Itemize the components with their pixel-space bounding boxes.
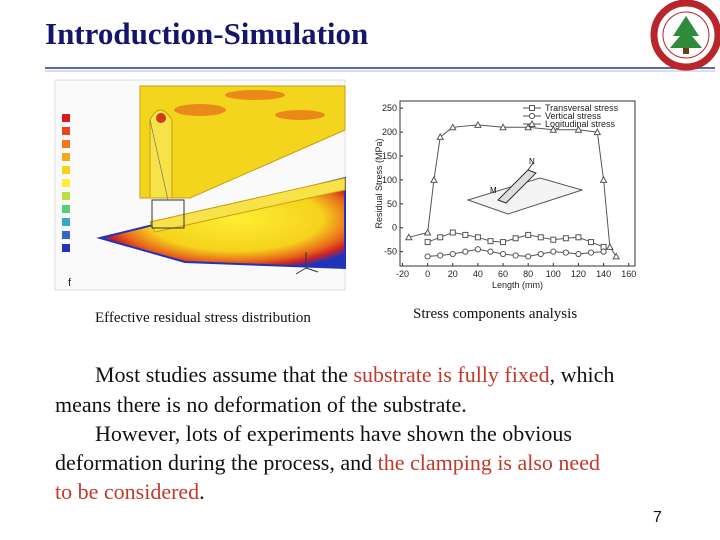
legend-label: Vertical stress	[545, 111, 602, 121]
marker	[562, 235, 569, 242]
x-tick-label: -20	[396, 269, 409, 279]
marker	[550, 248, 557, 255]
legend-marker	[528, 119, 536, 127]
marker	[448, 123, 457, 131]
marker	[549, 125, 558, 133]
text-run: the clamping is also need	[378, 450, 600, 475]
figure-caption: Stress components analysis	[413, 306, 577, 322]
marker	[449, 250, 456, 258]
y-tick-label: 150	[382, 151, 397, 161]
y-tick-label: 200	[382, 127, 397, 137]
y-axis-label: Residual Stress (MPa)	[374, 138, 384, 228]
fea-image: f	[54, 79, 346, 291]
marker	[593, 128, 602, 136]
marker	[437, 234, 444, 241]
x-tick-label: 40	[473, 269, 483, 279]
marker	[423, 228, 432, 236]
marker	[574, 125, 583, 133]
marker	[499, 123, 507, 131]
body-line: deformation during the process, and the …	[55, 450, 600, 475]
marker	[424, 253, 431, 260]
marker	[424, 239, 431, 246]
marker	[525, 253, 532, 260]
specimen-inset: N M	[466, 157, 584, 215]
marker	[512, 252, 519, 259]
marker	[599, 175, 608, 183]
marker	[474, 234, 481, 241]
inset-label: M	[490, 186, 497, 195]
marker	[612, 252, 620, 260]
y-tick-label: -50	[384, 247, 397, 257]
marker	[430, 175, 438, 183]
text-run: Most studies assume that the	[95, 362, 353, 387]
x-tick-label: 20	[448, 269, 458, 279]
marker	[562, 249, 569, 256]
body-line: Most studies assume that the substrate i…	[95, 362, 614, 387]
text-run: However, lots of experiments have shown …	[95, 421, 572, 446]
marker	[537, 250, 544, 258]
marker	[449, 229, 456, 236]
marker	[500, 239, 507, 246]
x-tick-label: 80	[523, 269, 533, 279]
marker	[600, 248, 607, 255]
marker	[550, 236, 557, 243]
slide-title: Introduction-Simulation	[45, 16, 368, 51]
x-tick-label: 160	[621, 269, 636, 279]
legend-marker	[528, 112, 536, 120]
legend-marker	[529, 105, 535, 111]
y-tick-label: 0	[392, 223, 397, 233]
marker	[462, 231, 469, 238]
figure-label: f	[68, 277, 72, 289]
marker	[436, 132, 445, 140]
body-line: means there is no deformation of the sub…	[55, 392, 467, 417]
body-line: to be considered.	[55, 479, 205, 504]
marker	[587, 249, 595, 256]
y-tick-label: 100	[382, 175, 397, 185]
page-number: 7	[653, 509, 662, 526]
series-line	[408, 124, 617, 257]
marker	[606, 242, 614, 250]
x-tick-label: 0	[425, 269, 430, 279]
stress-chart: -20 0 20 40 60 80 100 120 140 160 -50 0 50 100 150 200 2…	[374, 100, 636, 290]
text-run: .	[199, 479, 205, 504]
inset-label: N	[529, 157, 535, 166]
marker	[487, 248, 494, 255]
text-run: deformation during the process, and	[55, 450, 378, 475]
marker	[474, 120, 482, 128]
marker	[575, 234, 582, 241]
marker	[512, 235, 519, 242]
legend-label: Logitudinal stress	[545, 119, 616, 129]
text-run: substrate is fully fixed	[353, 362, 549, 387]
body-line: However, lots of experiments have shown …	[95, 421, 572, 446]
x-axis-label: Length (mm)	[492, 280, 543, 290]
logo	[650, 0, 720, 71]
marker	[575, 250, 582, 258]
plot-frame	[399, 100, 636, 267]
marker	[487, 238, 494, 245]
marker	[404, 233, 413, 241]
marker	[524, 123, 533, 131]
marker	[462, 248, 469, 255]
marker	[588, 239, 595, 246]
marker	[474, 246, 482, 253]
text-run: to be considered	[55, 479, 199, 504]
x-tick-label: 140	[596, 269, 611, 279]
marker	[525, 231, 532, 238]
body-text: Most studies assume that the substrate i…	[55, 362, 614, 504]
x-tick-label: 60	[498, 269, 508, 279]
x-tick-label: 120	[571, 269, 586, 279]
figure-caption: Effective residual stress distribution	[95, 310, 311, 326]
marker	[499, 250, 507, 258]
y-tick-label: 50	[387, 199, 397, 209]
color-legend	[62, 114, 70, 252]
x-tick-label: 100	[546, 269, 561, 279]
text-run: , which	[550, 362, 615, 387]
marker	[537, 234, 544, 241]
marker	[437, 252, 444, 259]
legend-label: Transversal stress	[545, 103, 619, 113]
text-run: means there is no deformation of the sub…	[55, 392, 467, 417]
y-tick-label: 250	[382, 103, 397, 113]
